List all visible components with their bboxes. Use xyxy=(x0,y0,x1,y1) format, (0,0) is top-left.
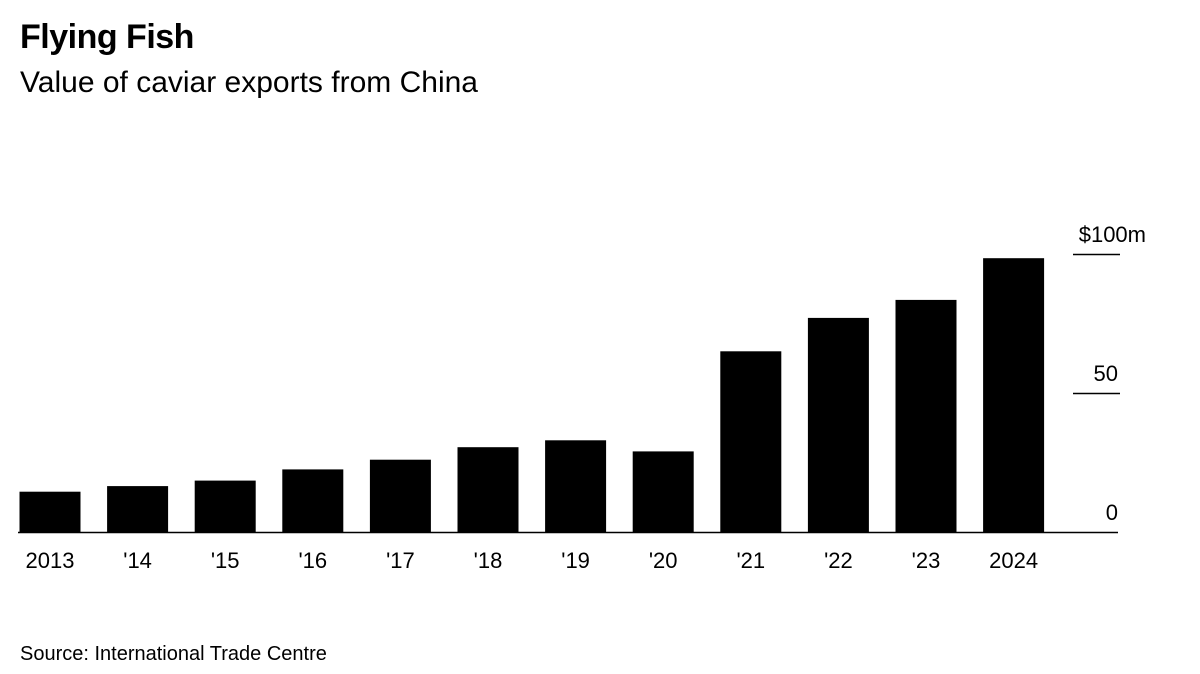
bar-8 xyxy=(720,351,782,532)
bar-1 xyxy=(107,486,169,532)
bar-6 xyxy=(545,440,607,532)
x-tick-label-0: 2013 xyxy=(26,548,75,573)
x-tick-label-8: '21 xyxy=(736,548,765,573)
x-tick-label-9: '22 xyxy=(824,548,853,573)
x-tick-label-2: '15 xyxy=(211,548,240,573)
bar-4 xyxy=(369,459,431,532)
x-axis-labels: 2013 '14 '15 '16 '17 '18 '19 '20 '21 '22 '23 2024 xyxy=(26,548,1039,573)
x-tick-label-4: '17 xyxy=(386,548,415,573)
x-tick-label-1: '14 xyxy=(123,548,152,573)
chart-title: Flying Fish xyxy=(20,18,194,56)
bar-2 xyxy=(194,480,256,532)
x-tick-label-11: 2024 xyxy=(989,548,1038,573)
x-tick-label-3: '16 xyxy=(298,548,327,573)
x-tick-label-5: '18 xyxy=(474,548,503,573)
bar-5 xyxy=(457,447,519,532)
y-axis-ticks: 0 50 $100m xyxy=(1073,222,1146,525)
chart-subtitle: Value of caviar exports from China xyxy=(20,66,478,99)
bar-3 xyxy=(282,469,344,532)
bar-0 xyxy=(19,491,81,532)
x-tick-label-10: '23 xyxy=(912,548,941,573)
bar-10 xyxy=(895,299,957,532)
bar-7 xyxy=(632,451,694,532)
bar-9 xyxy=(807,317,869,532)
x-tick-label-6: '19 xyxy=(561,548,590,573)
y-tick-label-2: $100m xyxy=(1079,222,1146,247)
bars-group xyxy=(19,258,1045,532)
y-tick-label-0: 0 xyxy=(1106,500,1118,525)
bar-11 xyxy=(983,258,1045,532)
y-tick-label-1: 50 xyxy=(1094,361,1118,386)
source-note: Source: International Trade Centre xyxy=(20,643,327,665)
x-tick-label-7: '20 xyxy=(649,548,678,573)
